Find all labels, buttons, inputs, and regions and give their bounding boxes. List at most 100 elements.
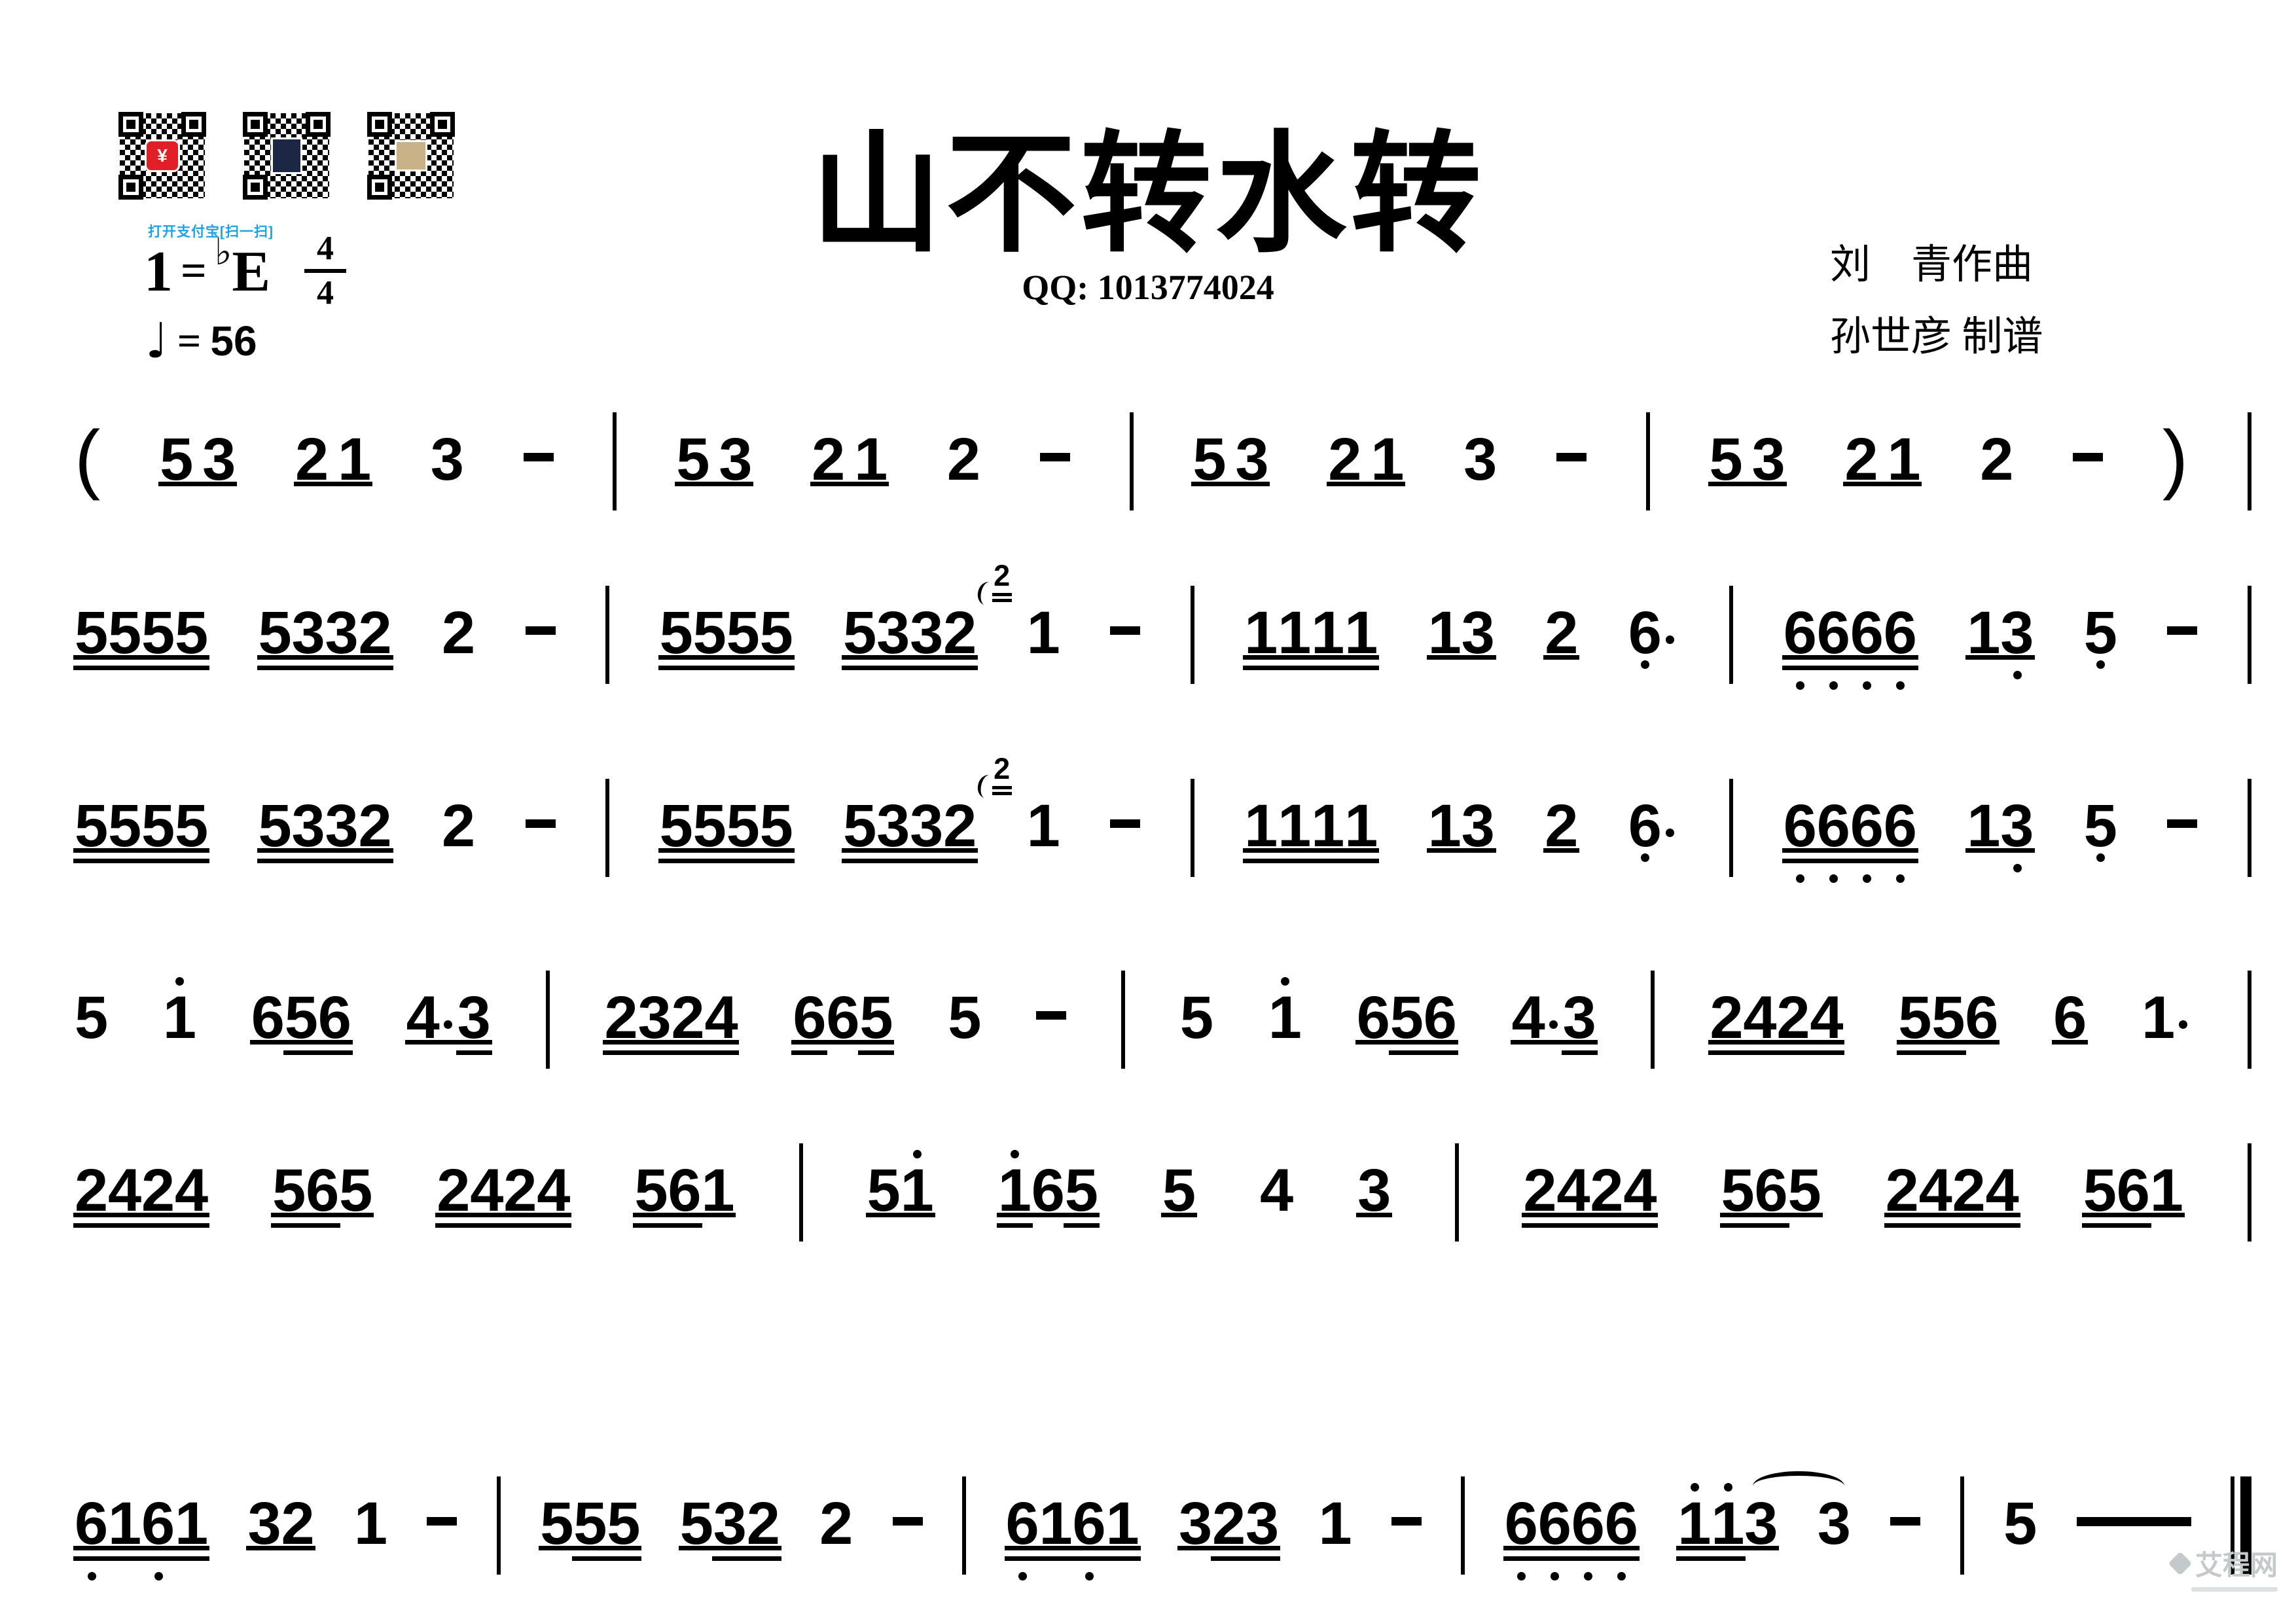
note-digit: 5 — [843, 599, 877, 666]
barline — [613, 412, 617, 510]
beam-line — [73, 1546, 209, 1550]
octave-dot-low — [1085, 1572, 1094, 1581]
note-digit: 6 — [1965, 984, 1999, 1051]
octave-dot-high — [175, 977, 185, 986]
note-digit: 2 — [358, 599, 392, 666]
beam-line — [1503, 1546, 1640, 1550]
beam-line — [658, 666, 795, 670]
note-digit: 2 — [943, 599, 977, 666]
barline — [798, 1143, 803, 1242]
note-digit: 5 — [284, 984, 318, 1051]
arranger-line: 孙世彦 制谱 — [1830, 315, 2043, 360]
time-numerator: 4 — [317, 230, 334, 267]
beam-line — [73, 1213, 209, 1217]
beam-line — [1965, 848, 2036, 853]
note-digit: 3 — [1751, 426, 1785, 493]
note-digit: 6 — [1628, 793, 1662, 859]
beam-line — [1426, 655, 1496, 660]
note-digit: 5 — [258, 793, 292, 859]
note-group: 5 — [948, 988, 981, 1049]
alipay-qr-code: ¥ — [118, 112, 206, 200]
note-digit: 3 — [719, 426, 753, 493]
note-group: 1 — [2142, 988, 2193, 1049]
duration-dash — [523, 453, 554, 461]
note-digit: 3 — [1461, 793, 1495, 859]
qr-finder-icon — [367, 112, 392, 137]
key-signature: 1 = ♭ E 4 4 — [144, 232, 347, 310]
contact-qr-code — [367, 112, 455, 200]
note-digit: 5 — [759, 599, 793, 666]
note-digit: 1 — [1026, 599, 1060, 666]
note-digit: 3 — [1562, 984, 1596, 1051]
note-digit: 1 — [1967, 793, 2001, 859]
octave-dot-low — [1863, 874, 1872, 883]
note-digit: 6 — [826, 984, 860, 1051]
note-digit: 6 — [793, 984, 827, 1051]
note-digit: 2 — [358, 793, 392, 859]
note-group: 5 — [2084, 796, 2117, 862]
note-digit: 1 — [997, 1157, 1031, 1224]
note-digit: 5 — [2083, 1157, 2117, 1224]
beam-line — [1719, 1213, 1823, 1217]
octave-dot-low — [1796, 681, 1805, 690]
beam-line — [1708, 1050, 1845, 1055]
beam-line — [658, 655, 795, 660]
note-digit: 6 — [75, 1490, 109, 1557]
note-digit: 6 — [1883, 793, 1917, 859]
note-digit: 6 — [1604, 1490, 1638, 1557]
note-digit: 5 — [634, 1157, 668, 1224]
note-digit: 2 — [746, 1490, 780, 1557]
duration-dash — [525, 626, 556, 635]
note-digit: 2 — [437, 1157, 471, 1224]
qr-center-photo-icon — [271, 137, 302, 174]
note-digit: 6 — [1356, 984, 1390, 1051]
note-digit: 6 — [668, 1157, 702, 1224]
duration-dash — [1890, 1517, 1921, 1526]
beam-line — [2081, 1213, 2185, 1217]
note-digit: 3 — [2000, 599, 2034, 666]
octave-dot-low — [2013, 671, 2022, 679]
barline — [2247, 779, 2251, 877]
note-digit: 5 — [141, 793, 175, 859]
note-digit: 2 — [295, 426, 329, 493]
beam-line — [73, 1223, 209, 1228]
beam-line — [1719, 1223, 1789, 1228]
note-digit: 4 — [1623, 1157, 1657, 1224]
beam-line — [2052, 1040, 2089, 1045]
note-group: 5 — [2003, 1493, 2037, 1555]
watermark-url-placeholder — [2191, 1587, 2278, 1592]
beam-line — [257, 859, 393, 863]
qr-finder-icon — [181, 112, 206, 137]
octave-dot-low — [1796, 874, 1805, 883]
note-digit: 1 — [2149, 1157, 2183, 1224]
duration-dash — [1556, 453, 1587, 461]
beam-line — [1843, 482, 1922, 486]
beam-line — [996, 1213, 1100, 1217]
note-digit: 2 — [1952, 1157, 1986, 1224]
phrase-paren: ( — [75, 415, 101, 501]
note-digit: 5 — [175, 599, 209, 666]
note-digit: 5 — [1390, 984, 1424, 1051]
octave-dot-low — [154, 1572, 163, 1581]
note-group: 2 — [442, 796, 475, 857]
beam-line — [791, 1050, 828, 1055]
fraction-bar — [304, 269, 347, 273]
note-digit: 3 — [291, 793, 325, 859]
note-digit: 1 — [162, 984, 197, 1051]
note-digit: 3 — [1178, 1490, 1213, 1557]
quarter-note-icon: ♩ — [145, 313, 168, 369]
note-digit: 1 — [1244, 793, 1278, 859]
key-letter: E — [232, 240, 271, 304]
note-group: 6 — [1628, 603, 1679, 669]
note-digit: 5 — [2003, 1490, 2037, 1557]
beam-line — [1543, 655, 1580, 660]
